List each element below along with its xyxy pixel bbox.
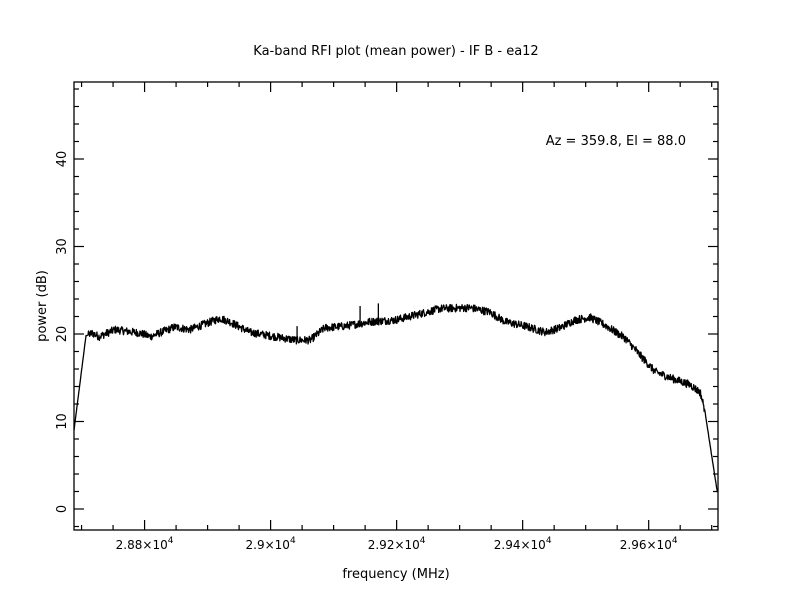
y-tick-label: 40 bbox=[55, 151, 70, 168]
az-el-annotation: Az = 359.8, El = 88.0 bbox=[546, 134, 686, 149]
power-series-line bbox=[73, 303, 719, 493]
x-tick-label: 2.88×104 bbox=[116, 536, 174, 552]
x-tick-label: 2.9×104 bbox=[246, 536, 296, 552]
series-layer bbox=[73, 303, 719, 493]
y-tick-label: 10 bbox=[55, 413, 70, 430]
x-tick-labels: 2.88×104 2.9×104 2.92×104 2.94×104 2.96×104 bbox=[116, 536, 678, 552]
y-axis-label: power (dB) bbox=[35, 270, 50, 342]
y-tick-label: 30 bbox=[55, 238, 70, 255]
plot-frame bbox=[73, 81, 719, 531]
y-tick-label: 20 bbox=[55, 326, 70, 343]
x-tick-label: 2.92×104 bbox=[368, 536, 426, 552]
x-tick-label: 2.94×104 bbox=[494, 536, 552, 552]
x-axis-label: frequency (MHz) bbox=[342, 567, 449, 582]
y-tick-label: 0 bbox=[55, 505, 70, 513]
x-tick-label: 2.96×104 bbox=[620, 536, 678, 552]
axis-ticks bbox=[74, 82, 718, 530]
y-tick-labels: 0 10 20 30 40 bbox=[55, 151, 70, 513]
chart-title: Ka-band RFI plot (mean power) - IF B - e… bbox=[253, 44, 538, 59]
